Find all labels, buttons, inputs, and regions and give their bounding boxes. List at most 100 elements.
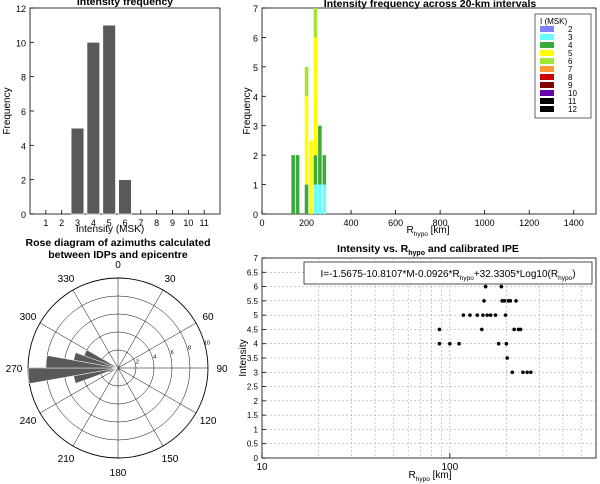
panel4-point: [437, 327, 442, 332]
panel2-legend-swatch: [540, 106, 554, 112]
panel2-xtick-label: 600: [388, 218, 403, 228]
panel1-ytick-label: 10: [16, 38, 26, 48]
panel2-ytick-label: 2: [253, 151, 258, 161]
panel3-angle-label: 300: [20, 312, 37, 323]
panel3-angle-label: 90: [216, 364, 228, 375]
panel3-angle-label: 30: [164, 274, 176, 285]
panel4-eq-a: I=-1.5675-10.8107*M-0.0926*R: [320, 269, 459, 280]
panel2-legend-label: 5: [568, 49, 573, 58]
panel2-ytick-label: 5: [253, 63, 258, 73]
panel4-ytick-label: 2.5: [247, 383, 259, 392]
panel3-title-line1: Rose diagram of azimuths calculated: [26, 237, 211, 249]
panel2-ytick-label: 4: [253, 92, 258, 102]
panel4-x-ticks: 10 100: [256, 453, 459, 473]
panel4-point: [499, 284, 504, 289]
panel2-bar-segment: [313, 8, 318, 38]
panel3-petal: [109, 367, 119, 373]
panel2-bar-segment: [304, 66, 309, 97]
panel3-radial-label: 8: [188, 345, 191, 351]
panel2-legend-title: I (MSK): [540, 17, 567, 26]
panel4-xlabel: Rhypo [km]: [408, 470, 451, 483]
panel2-xtick-label: 1400: [564, 218, 584, 228]
panel1-y-ticks: 0 2 4 6 8 10 12: [16, 4, 34, 220]
panel2-legend-label: 10: [568, 89, 577, 98]
panel4-eq-b: +32.3305*Log10(R: [474, 269, 558, 280]
panel2-legend-label: 7: [568, 65, 573, 74]
panel2-legend-label: 12: [568, 105, 577, 114]
panel3-radial-label: 6: [171, 350, 174, 356]
panel1-bar: [118, 179, 132, 215]
panel2-legend-label: 2: [568, 25, 573, 34]
panel4-ytick-label: 4: [254, 340, 259, 349]
panel4-point: [461, 313, 466, 317]
panel3-spoke: [72, 289, 119, 369]
panel3-petal: [27, 367, 119, 384]
panel4-point: [457, 341, 461, 346]
panel1-ytick-label: 2: [21, 176, 26, 186]
panel1-ytick-label: 0: [21, 210, 26, 220]
panel4-data-points: [437, 284, 533, 375]
panel4-ytick-label: 1.5: [247, 411, 259, 420]
panel2-y-ticks: 0 1 2 3 4 5 6 7: [253, 4, 266, 220]
panel4-xtick-label: 10: [256, 462, 268, 473]
panel2-bar-segment: [309, 140, 313, 214]
panel3-angle-label: 120: [200, 416, 217, 427]
panel2-xtick-label: 0: [259, 218, 264, 228]
panel4-point: [496, 341, 501, 346]
panel2-legend-swatch: [540, 50, 554, 56]
panel4-ytick-label: 6: [254, 283, 259, 292]
panel2-bar-segment: [304, 96, 309, 185]
panel1-xtick-label: 4: [91, 218, 96, 228]
panel4-ytick-label: 5.5: [247, 297, 259, 306]
panel3-spoke: [72, 367, 119, 447]
panel2-x-ticks: 0 200 400 600 800 1000 1200 1400: [259, 210, 584, 228]
panel4-point: [505, 356, 509, 360]
panel4-equation-box: I=-1.5675-10.8107*M-0.0926*Rhypo+32.3305…: [303, 261, 593, 285]
panel1-ytick-label: 4: [21, 141, 26, 151]
panel4-eq-c: ): [572, 269, 575, 280]
panel1-ylabel: Frequency: [2, 87, 13, 134]
panel1-bars: [70, 24, 132, 215]
panel2-bar-segment: [313, 37, 318, 156]
panel4-point: [512, 327, 516, 332]
panel2-legend-swatch: [540, 82, 554, 88]
panel2-xtick-label: 400: [344, 218, 359, 228]
panel2-legend-label: 4: [568, 41, 573, 50]
panel3-angle-label: 270: [6, 364, 23, 375]
panel3-angle-label: 330: [58, 274, 75, 285]
panel4-point: [448, 341, 452, 346]
panel4-ytick-label: 0.5: [247, 440, 259, 449]
panel1-ytick-label: 12: [16, 4, 26, 14]
panel1-xtick-label: 10: [183, 218, 193, 228]
panel4-ytick-label: 6.5: [247, 268, 259, 277]
panel2-xlabel: Rhypo [km]: [406, 225, 449, 238]
panel2-legend-swatch: [540, 26, 554, 32]
panel3-spoke: [117, 367, 197, 414]
panel3-petal: [83, 349, 119, 369]
panel4-ylabel: Intensity: [238, 339, 249, 376]
panel2-bar-segment: [322, 155, 327, 185]
panel2-legend-swatch: [540, 66, 554, 72]
panel4-ytick-label: 4.5: [247, 325, 259, 334]
panel4-eq-s1: hypo: [460, 275, 474, 282]
panel2-bar-segment: [318, 125, 322, 185]
panel4-ytick-label: 3.5: [247, 354, 259, 363]
panel4-point: [482, 299, 486, 303]
panel2-title: Intensity frequency across 20-km interva…: [324, 0, 537, 10]
panel2-xtick-label: 800: [433, 218, 448, 228]
panel3-spoke: [39, 367, 119, 414]
panel4-point: [529, 370, 533, 375]
panel4-ytick-label: 2: [254, 397, 259, 406]
panel1-x-ticks: 1 2 3 4 5 6 7 8 9 10 11: [43, 210, 209, 228]
panel3-petals: [27, 349, 119, 384]
panel4-equation: I=-1.5675-10.8107*M-0.0926*Rhypo+32.3305…: [320, 269, 575, 282]
panel4-point: [480, 327, 484, 332]
panel3-angle-label: 150: [162, 454, 179, 465]
panel2-bar-segment: [313, 184, 318, 214]
panel2-bar-segment: [295, 155, 300, 214]
panel-rose-diagram: Rose diagram of azimuths calculated betw…: [6, 237, 228, 479]
panel4-point: [525, 370, 529, 375]
